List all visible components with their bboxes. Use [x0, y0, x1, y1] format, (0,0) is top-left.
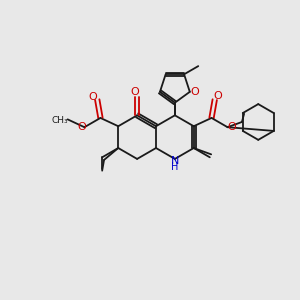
- Text: O: O: [77, 122, 86, 132]
- Text: O: O: [227, 122, 236, 132]
- Text: CH₃: CH₃: [51, 116, 68, 125]
- Text: N: N: [171, 156, 179, 166]
- Text: O: O: [131, 87, 140, 97]
- Text: O: O: [88, 92, 97, 102]
- Text: H: H: [171, 162, 178, 172]
- Text: O: O: [213, 91, 222, 101]
- Text: O: O: [190, 87, 199, 97]
